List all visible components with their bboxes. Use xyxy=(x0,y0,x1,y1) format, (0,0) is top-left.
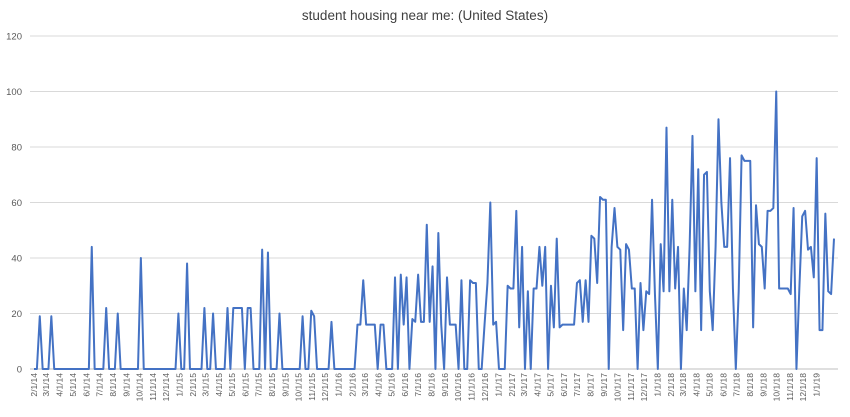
x-tick-label: 12/1/15 xyxy=(320,373,330,402)
y-tick-label: 0 xyxy=(17,365,22,376)
x-tick-label: 10/1/15 xyxy=(294,373,304,402)
x-tick-label: 2/1/17 xyxy=(507,373,517,397)
x-tick-label: 3/1/17 xyxy=(519,373,529,397)
x-tick-label: 2/1/16 xyxy=(347,373,357,397)
x-tick-label: 11/1/18 xyxy=(785,373,795,401)
x-tick-label: 11/1/14 xyxy=(148,373,158,401)
x-tick-label: 9/1/16 xyxy=(440,373,450,397)
x-tick-label: 8/1/14 xyxy=(108,373,118,397)
x-tick-label: 1/1/18 xyxy=(652,373,662,397)
y-tick-label: 20 xyxy=(11,309,22,320)
x-tick-label: 3/1/14 xyxy=(41,373,51,397)
series-line xyxy=(34,90,835,370)
x-tick-label: 3/1/15 xyxy=(200,373,210,397)
x-tick-label: 6/1/15 xyxy=(240,373,250,397)
x-tick-label: 9/1/17 xyxy=(599,373,609,397)
chart-title: student housing near me: (United States) xyxy=(301,8,549,23)
x-tick-label: 3/1/18 xyxy=(678,373,688,397)
x-tick-label: 5/1/15 xyxy=(227,373,237,397)
x-tick-label: 7/1/15 xyxy=(254,373,264,397)
x-tick-label: 1/1/15 xyxy=(175,373,185,397)
x-tick-label: 1/1/17 xyxy=(493,373,503,397)
x-tick-label: 12/1/16 xyxy=(480,373,490,402)
x-tick-label: 12/1/14 xyxy=(161,373,171,402)
x-tick-label: 2/1/14 xyxy=(29,373,39,397)
y-tick-label: 120 xyxy=(6,32,22,43)
y-tick-label: 60 xyxy=(11,198,22,209)
x-tick-label: 5/1/14 xyxy=(68,373,78,397)
x-tick-label: 4/1/15 xyxy=(214,373,224,397)
x-tick-label: 4/1/18 xyxy=(692,373,702,397)
x-tick-label: 10/1/14 xyxy=(135,373,145,402)
x-tick-label: 7/1/16 xyxy=(413,373,423,397)
x-tick-label: 12/1/18 xyxy=(798,373,808,402)
x-tick-label: 10/1/18 xyxy=(771,373,781,402)
y-tick-label: 40 xyxy=(11,254,22,265)
y-tick-label: 100 xyxy=(6,87,22,98)
x-tick-label: 6/1/14 xyxy=(81,373,91,397)
x-tick-label: 5/1/16 xyxy=(386,373,396,397)
x-tick-label: 5/1/17 xyxy=(546,373,556,397)
x-tick-label: 3/1/16 xyxy=(360,373,370,397)
x-tick-label: 7/1/17 xyxy=(572,373,582,397)
x-tick-label: 1/1/19 xyxy=(812,373,822,397)
x-tick-label: 6/1/16 xyxy=(400,373,410,397)
x-tick-label: 9/1/18 xyxy=(758,373,768,397)
x-tick-label: 11/1/16 xyxy=(467,373,477,401)
y-tick-label: 80 xyxy=(11,143,22,154)
x-tick-label: 8/1/15 xyxy=(267,373,277,397)
x-tick-label: 1/1/16 xyxy=(334,373,344,397)
x-tick-label: 10/1/16 xyxy=(453,373,463,402)
x-tick-label: 7/1/14 xyxy=(94,373,104,397)
x-tick-label: 10/1/17 xyxy=(612,373,622,402)
x-tick-label: 8/1/18 xyxy=(745,373,755,397)
x-tick-label: 9/1/15 xyxy=(281,373,291,397)
x-tick-label: 8/1/16 xyxy=(427,373,437,397)
x-tick-label: 4/1/17 xyxy=(533,373,543,397)
x-tick-label: 4/1/14 xyxy=(55,373,65,397)
x-tick-label: 6/1/17 xyxy=(559,373,569,397)
x-tick-label: 5/1/18 xyxy=(705,373,715,397)
x-tick-label: 4/1/16 xyxy=(373,373,383,397)
x-tick-label: 11/1/15 xyxy=(307,373,317,401)
x-tick-label: 2/1/15 xyxy=(188,373,198,397)
x-tick-label: 7/1/18 xyxy=(731,373,741,397)
x-tick-label: 6/1/18 xyxy=(718,373,728,397)
x-tick-label: 11/1/17 xyxy=(626,373,636,401)
x-tick-label: 8/1/17 xyxy=(586,373,596,397)
x-tick-label: 12/1/17 xyxy=(639,373,649,402)
x-tick-label: 2/1/18 xyxy=(666,373,676,397)
x-tick-label: 9/1/14 xyxy=(121,373,131,397)
